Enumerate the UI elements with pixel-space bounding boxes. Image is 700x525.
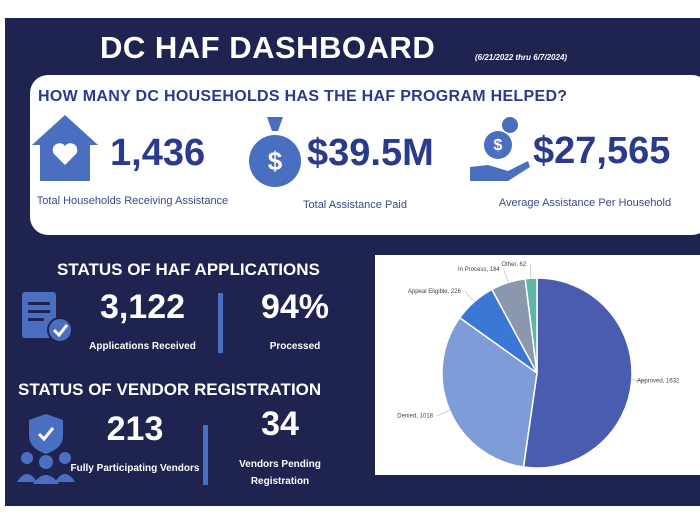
slice-label: Appeal Eligible, 226 (408, 289, 462, 295)
slice-label: Approved, 1632 (637, 378, 680, 384)
date-range: (6/21/2022 thru 6/7/2024) (475, 53, 568, 62)
leader-line (529, 264, 532, 279)
kpi-label: Fully Participating Vendors (70, 463, 200, 474)
slice-label: Denied, 1018 (397, 413, 433, 419)
leader-line (436, 410, 450, 417)
summary-panel: HOW MANY DC HOUSEHOLDS HAS THE HAF PROGR… (30, 75, 700, 235)
question: HOW MANY DC HOUSEHOLDS HAS THE HAF PROGR… (38, 88, 568, 105)
kpi-label: Processed (269, 341, 321, 352)
kpi-label: Total Assistance Paid (303, 199, 407, 211)
pie-slice (524, 277, 538, 374)
kpi-label: Total Households Receiving Assistance (36, 195, 229, 207)
section-heading: STATUS OF HAF APPLICATIONS (57, 260, 320, 279)
money-bag-icon: $ (249, 117, 301, 187)
leader-line (631, 379, 646, 382)
pie-chart: Approved, 1632 Denied, 1018 Appeal Eligibl… (397, 262, 680, 469)
leader-line (503, 269, 509, 283)
pie-slice (522, 277, 633, 469)
document-icon (22, 292, 73, 343)
kpi-value: 213 (106, 410, 164, 448)
section-heading: STATUS OF VENDOR REGISTRATION (18, 380, 322, 399)
kpi-value: 34 (261, 405, 299, 443)
people-icon (17, 414, 75, 484)
title: DC HAF DASHBOARD (100, 30, 436, 65)
divider (218, 293, 223, 353)
pie-panel: Approved, 1632 Denied, 1018 Appeal Eligibl… (375, 255, 700, 475)
kpi-value: 3,122 (99, 288, 186, 326)
svg-text:$: $ (494, 137, 503, 154)
kpi-value: 1,436 (110, 132, 206, 174)
kpi-value: $39.5M (307, 132, 434, 174)
kpi-value: 94% (260, 288, 330, 326)
kpi-label: Applications Received (89, 341, 196, 352)
kpi-label: Average Assistance Per Household (498, 197, 672, 209)
divider (203, 425, 208, 485)
slice-label: In Process, 184 (458, 267, 500, 273)
kpi-value: $27,565 (533, 130, 671, 172)
leader-line (464, 291, 475, 302)
slice-label: Other, 62 (502, 262, 527, 268)
svg-text:$: $ (268, 146, 283, 176)
coin-hand-icon: $ (470, 117, 530, 181)
kpi-label: Vendors Pending Registration (239, 459, 321, 487)
house-icon (32, 115, 98, 181)
